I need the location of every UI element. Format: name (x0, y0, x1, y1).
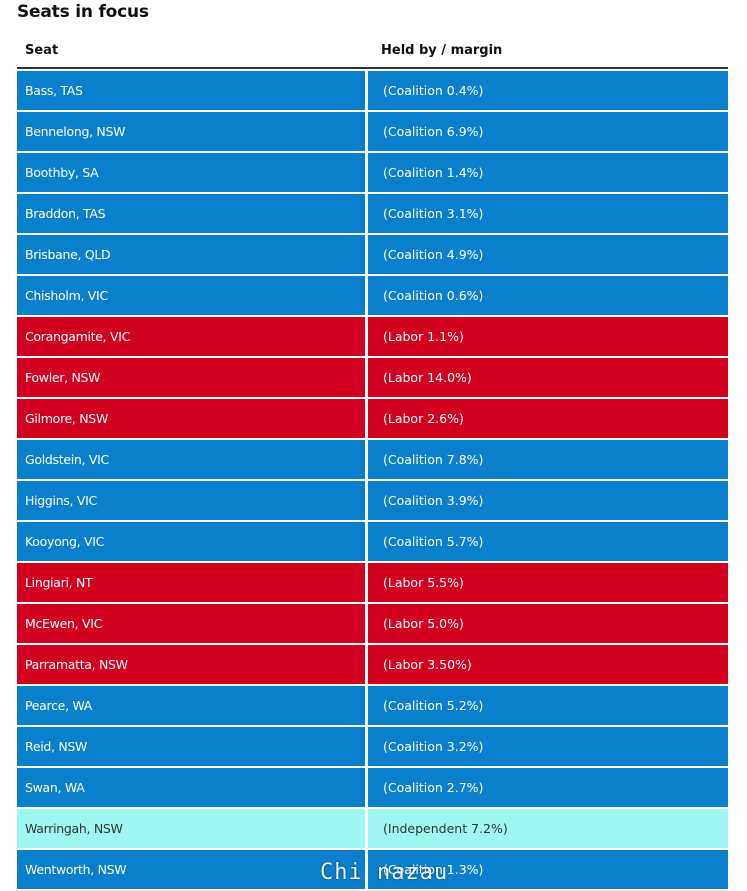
seat-cell: Reid, NSW (17, 727, 365, 766)
held-by-cell: (Coalition 0.4%) (368, 71, 728, 110)
held-by-cell: (Coalition 0.6%) (368, 276, 728, 315)
held-by-cell: (Coalition 1.4%) (368, 153, 728, 192)
table-row: Lingiari, NT (Labor 5.5%) (17, 563, 728, 602)
table-row: Bennelong, NSW (Coalition 6.9%) (17, 112, 728, 151)
table-row: Parramatta, NSW (Labor 3.50%) (17, 645, 728, 684)
seat-cell: Wentworth, NSW (17, 850, 365, 889)
seat-cell: Corangamite, VIC (17, 317, 365, 356)
seat-cell: Chisholm, VIC (17, 276, 365, 315)
table-row: Swan, WA (Coalition 2.7%) (17, 768, 728, 807)
held-by-cell: (Coalition 4.9%) (368, 235, 728, 274)
table-row: Boothby, SA (Coalition 1.4%) (17, 153, 728, 192)
seat-cell: Goldstein, VIC (17, 440, 365, 479)
column-header-seat: Seat (25, 43, 59, 58)
seat-cell: Brisbane, QLD (17, 235, 365, 274)
seat-cell: Bass, TAS (17, 71, 365, 110)
seat-cell: Swan, WA (17, 768, 365, 807)
seat-cell: Higgins, VIC (17, 481, 365, 520)
table-row: Kooyong, VIC (Coalition 5.7%) (17, 522, 728, 561)
table-body: Bass, TAS (Coalition 0.4%) Bennelong, NSW(… (17, 71, 728, 889)
seats-table: Seat Held by / margin Bass, TAS (Coalitio… (17, 34, 728, 891)
table-row: Bass, TAS (Coalition 0.4%) (17, 71, 728, 110)
table-row: Higgins, VIC (Coalition 3.9%) (17, 481, 728, 520)
held-by-cell: (Labor 3.50%) (368, 645, 728, 684)
held-by-cell: (Coalition 3.1%) (368, 194, 728, 233)
held-by-cell: (Coalition 2.7%) (368, 768, 728, 807)
column-header-held-by: Held by / margin (381, 43, 503, 58)
seat-cell: Pearce, WA (17, 686, 365, 725)
held-by-cell: (Labor 5.0%) (368, 604, 728, 643)
held-by-cell: (Coalition 6.9%) (368, 112, 728, 151)
seat-cell: Lingiari, NT (17, 563, 365, 602)
seat-cell: Parramatta, NSW (17, 645, 365, 684)
table-row: Chisholm, VIC (Coalition 0.6%) (17, 276, 728, 315)
held-by-cell: (Coalition 3.2%) (368, 727, 728, 766)
seat-cell: Boothby, SA (17, 153, 365, 192)
held-by-cell: (Independent 7.2%) (368, 809, 728, 848)
table-row: Corangamite, VIC (Labor 1.1%) (17, 317, 728, 356)
held-by-cell: (Labor 1.1%) (368, 317, 728, 356)
held-by-cell: (Labor 5.5%) (368, 563, 728, 602)
seat-cell: Kooyong, VIC (17, 522, 365, 561)
table-row: Reid, NSW (Coalition 3.2%) (17, 727, 728, 766)
held-by-cell: (Labor 14.0%) (368, 358, 728, 397)
table-row: Braddon, TAS (Coalition 3.1%) (17, 194, 728, 233)
table-row: Wentworth, NSW (Coalition 1.3%) (17, 850, 728, 889)
held-by-cell: (Coalition 7.8%) (368, 440, 728, 479)
seat-cell: Fowler, NSW (17, 358, 365, 397)
table-row: Goldstein, VIC (Coalition 7.8%) (17, 440, 728, 479)
table-header: Seat Held by / margin (17, 34, 728, 69)
table-row: Pearce, WA (Coalition 5.2%) (17, 686, 728, 725)
held-by-cell: (Coalition 5.7%) (368, 522, 728, 561)
seat-cell: Bennelong, NSW (17, 112, 365, 151)
held-by-cell: (Coalition 3.9%) (368, 481, 728, 520)
held-by-cell: (Coalition 5.2%) (368, 686, 728, 725)
seat-cell: Gilmore, NSW (17, 399, 365, 438)
table-row: Brisbane, QLD (Coalition 4.9%) (17, 235, 728, 274)
held-by-cell: (Coalition 1.3%) (368, 850, 728, 889)
table-row: McEwen, VIC (Labor 5.0%) (17, 604, 728, 643)
page-title: Seats in focus (17, 2, 149, 22)
seat-cell: Braddon, TAS (17, 194, 365, 233)
held-by-cell: (Labor 2.6%) (368, 399, 728, 438)
seat-cell: Warringah, NSW (17, 809, 365, 848)
table-row: Gilmore, NSW (Labor 2.6%) (17, 399, 728, 438)
seat-cell: McEwen, VIC (17, 604, 365, 643)
table-row: Fowler, NSW (Labor 14.0%) (17, 358, 728, 397)
table-row: Warringah, NSW (Independent 7.2%) (17, 809, 728, 848)
